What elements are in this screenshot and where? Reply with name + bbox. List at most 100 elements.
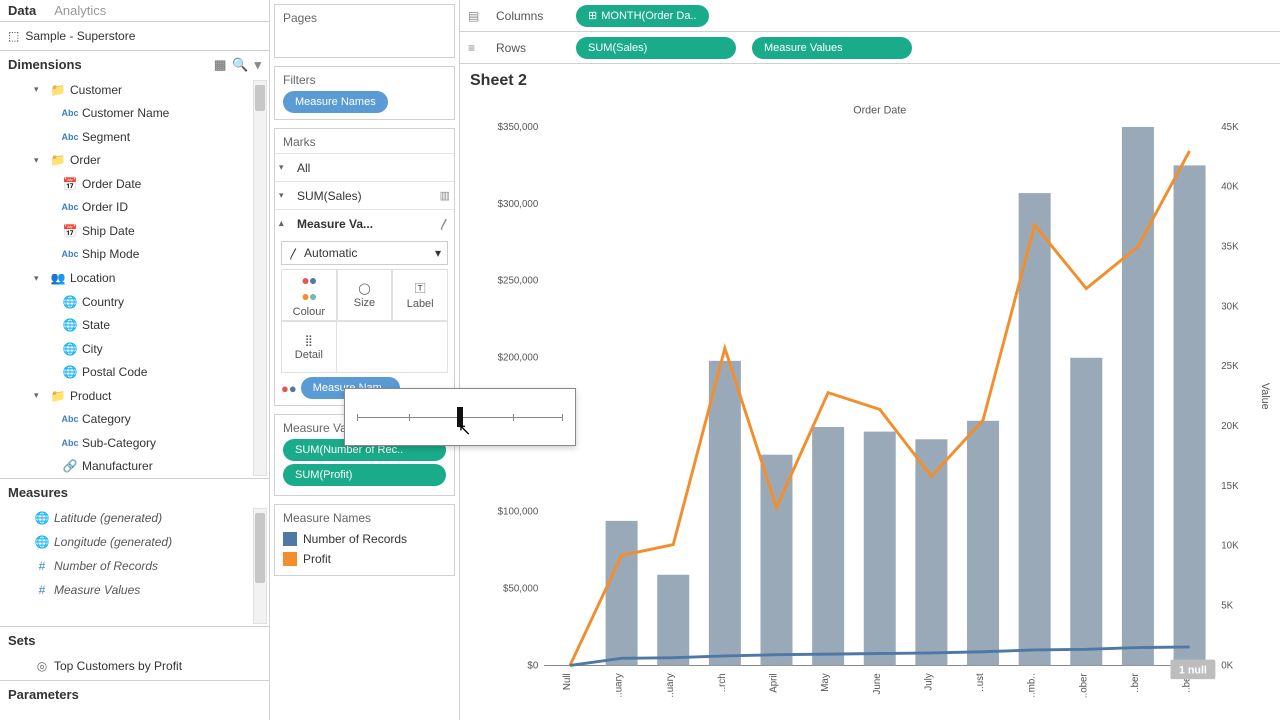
columns-shelf[interactable]: ▤ Columns ⊞MONTH(Order Da..	[460, 0, 1280, 32]
slider-tick	[357, 414, 358, 421]
dim-field[interactable]: AbcCategory	[0, 407, 269, 431]
mark-size[interactable]: ◯Size	[337, 269, 393, 321]
menu-icon[interactable]: ▾	[254, 57, 261, 73]
marks-mv-label: Measure Va...	[297, 217, 433, 231]
measure-field[interactable]: #Number of Records	[0, 554, 269, 578]
svg-text:June: June	[872, 673, 883, 694]
colour-label: Colour	[293, 306, 325, 318]
svg-text:$0: $0	[527, 660, 538, 671]
dim-field[interactable]: 🌐State	[0, 313, 269, 337]
meas-scrollbar[interactable]	[253, 508, 267, 624]
mark-type-dropdown[interactable]: 〳Automatic ▾	[281, 241, 448, 265]
dim-field[interactable]: 🌐Country	[0, 290, 269, 314]
svg-text:Null: Null	[562, 673, 573, 690]
legend-item[interactable]: Profit	[283, 549, 446, 569]
rows-icon: ≡	[468, 41, 486, 55]
set-field[interactable]: ◎Top Customers by Profit	[0, 654, 269, 678]
slider-tick	[409, 414, 410, 421]
label-icon: 🅃	[415, 280, 426, 296]
mark-colour[interactable]: ●●●● Colour	[281, 269, 337, 321]
pages-card[interactable]: Pages	[274, 4, 455, 58]
search-icon[interactable]: 🔍	[232, 57, 248, 73]
svg-text:0K: 0K	[1221, 660, 1233, 671]
svg-text:$250,000: $250,000	[498, 276, 539, 287]
colour-icon: ●●●●	[301, 272, 316, 304]
dim-field[interactable]: 📅Order Date	[0, 172, 269, 196]
svg-text:$200,000: $200,000	[498, 353, 539, 364]
columns-pill[interactable]: ⊞MONTH(Order Da..	[576, 5, 709, 27]
mark-label[interactable]: 🅃Label	[392, 269, 448, 321]
pages-title: Pages	[283, 11, 446, 25]
svg-text:20K: 20K	[1221, 421, 1239, 432]
data-pane: Data Analytics ⬚ Sample - Superstore Dim…	[0, 0, 270, 720]
svg-text:5K: 5K	[1221, 601, 1233, 612]
svg-text:$100,000: $100,000	[498, 507, 539, 518]
tab-data[interactable]: Data	[8, 3, 36, 18]
sets-header: Sets	[0, 626, 269, 654]
svg-text:..ust: ..ust	[975, 673, 986, 692]
dim-field[interactable]: 🔗Manufacturer	[0, 455, 269, 479]
measures-header: Measures	[0, 478, 269, 506]
dim-field[interactable]: 🌐City	[0, 337, 269, 361]
sets-tree: ◎Top Customers by Profit	[0, 654, 269, 680]
size-slider-popup[interactable]	[344, 388, 576, 446]
datasource-row[interactable]: ⬚ Sample - Superstore	[0, 22, 269, 50]
mark-empty	[337, 321, 448, 373]
mn-title: Measure Names	[283, 511, 446, 525]
marks-row-sales[interactable]: ▾SUM(Sales)▥	[275, 181, 454, 209]
mv-pill-1[interactable]: SUM(Profit)	[283, 464, 446, 486]
marks-sales-label: SUM(Sales)	[297, 189, 434, 203]
size-icon: ◯	[358, 282, 370, 295]
dim-field[interactable]: 🌐Postal Code	[0, 360, 269, 384]
dim-folder-product[interactable]: ▾📁Product	[0, 384, 269, 408]
svg-text:..uary: ..uary	[665, 673, 676, 698]
slider-tick	[513, 414, 514, 421]
dim-field[interactable]: AbcSub-Category	[0, 431, 269, 455]
detail-icon: ⣿	[305, 334, 313, 347]
worksheet-area: ▤ Columns ⊞MONTH(Order Da.. ≡ Rows SUM(S…	[460, 0, 1280, 720]
rows-label: Rows	[496, 41, 566, 55]
view-grid-icon[interactable]: ▦	[214, 57, 226, 73]
measure-field[interactable]: 🌐Longitude (generated)	[0, 530, 269, 554]
dim-folder-location[interactable]: ▾👥Location	[0, 266, 269, 290]
dim-field[interactable]: 📅Ship Date	[0, 219, 269, 243]
marks-row-mv[interactable]: ▴Measure Va...〳	[275, 209, 454, 237]
svg-text:30K: 30K	[1221, 301, 1239, 312]
marks-row-all[interactable]: ▾All	[275, 153, 454, 181]
measure-field[interactable]: #Measure Values	[0, 578, 269, 602]
legend-item[interactable]: Number of Records	[283, 529, 446, 549]
rows-pill-0[interactable]: SUM(Sales)	[576, 37, 736, 59]
rows-shelf[interactable]: ≡ Rows SUM(Sales) Measure Values	[460, 32, 1280, 64]
dim-folder-order[interactable]: ▾📁Order	[0, 149, 269, 173]
line-icon: 〳	[439, 216, 450, 232]
svg-text:April: April	[768, 673, 779, 693]
chart-area[interactable]: Order DateValue$0$50,000$100,000$150,000…	[460, 94, 1280, 720]
svg-text:..uary: ..uary	[614, 673, 625, 698]
filters-card[interactable]: Filters Measure Names	[274, 66, 455, 120]
mark-detail[interactable]: ⣿ Detail	[281, 321, 337, 373]
measure-names-legend: Measure Names Number of RecordsProfit	[274, 504, 455, 576]
rows-pill-1[interactable]: Measure Values	[752, 37, 912, 59]
svg-text:25K: 25K	[1221, 361, 1239, 372]
dim-folder-customer[interactable]: ▾📁Customer	[0, 78, 269, 102]
svg-text:July: July	[923, 673, 934, 690]
svg-text:40K: 40K	[1221, 182, 1239, 193]
chevron-down-icon: ▾	[279, 162, 291, 173]
dim-field[interactable]: AbcShip Mode	[0, 243, 269, 267]
dim-field[interactable]: AbcOrder ID	[0, 196, 269, 220]
slider-handle[interactable]	[457, 407, 463, 427]
dim-field[interactable]: AbcSegment	[0, 125, 269, 149]
dim-field[interactable]: AbcCustomer Name	[0, 102, 269, 126]
dim-scrollbar[interactable]	[253, 80, 267, 476]
svg-text:15K: 15K	[1221, 481, 1239, 492]
tab-analytics[interactable]: Analytics	[54, 3, 106, 18]
filter-pill-measure-names[interactable]: Measure Names	[283, 91, 388, 113]
svg-text:..ober: ..ober	[1078, 673, 1089, 699]
columns-label: Columns	[496, 9, 566, 23]
mark-type-label: Automatic	[304, 246, 357, 260]
measure-field[interactable]: 🌐Latitude (generated)	[0, 506, 269, 530]
sheet-title[interactable]: Sheet 2	[460, 64, 1280, 94]
detail-label: Detail	[295, 349, 323, 361]
marks-title: Marks	[275, 135, 454, 149]
parameters-label: Parameters	[8, 687, 79, 702]
